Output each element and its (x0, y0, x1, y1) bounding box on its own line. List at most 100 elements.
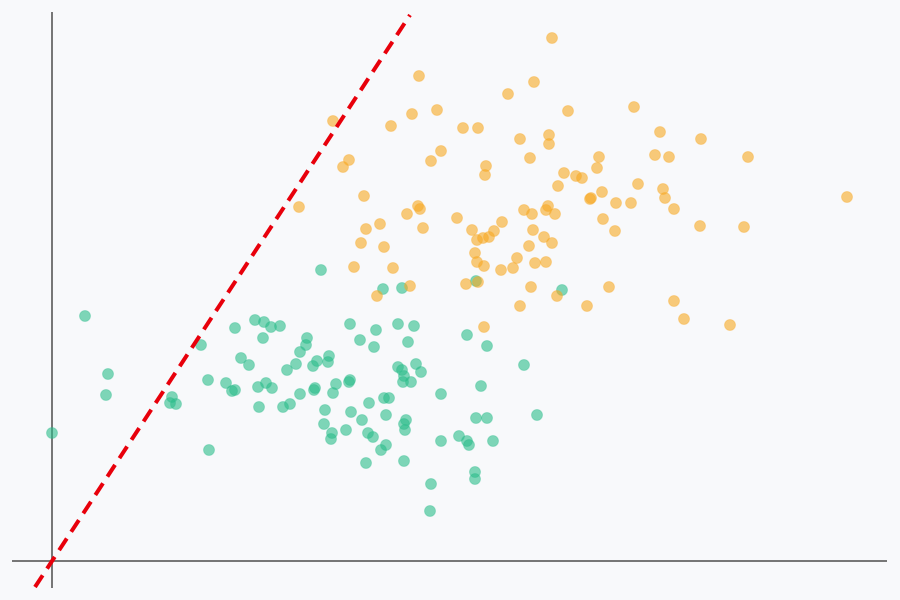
scatter-point (392, 318, 404, 330)
scatter-point (368, 341, 380, 353)
scatter-point (585, 192, 597, 204)
scatter-point (253, 401, 265, 413)
scatter-point (597, 213, 609, 225)
scatter-point (387, 262, 399, 274)
scatter-point (293, 201, 305, 213)
scatter-point (543, 138, 555, 150)
scatter-point (360, 223, 372, 235)
scatter-point (529, 257, 541, 269)
scatter-point (531, 409, 543, 421)
scatter-point (266, 382, 278, 394)
scatter-point (625, 197, 637, 209)
scatter-point (413, 70, 425, 82)
scatter-point (593, 151, 605, 163)
scatter-point (229, 384, 241, 396)
scatter-point (470, 412, 482, 424)
scatter-point (558, 167, 570, 179)
scatter-point (284, 398, 296, 410)
scatter-point (294, 388, 306, 400)
scatter-point (540, 256, 552, 268)
scatter-point (695, 133, 707, 145)
scatter-point (290, 358, 302, 370)
scatter-point (398, 418, 410, 430)
scatter-point (257, 332, 269, 344)
scatter-point (402, 336, 414, 348)
scatter-point (410, 358, 422, 370)
scatter-point (475, 380, 487, 392)
scatter-point (435, 435, 447, 447)
scatter-point (469, 473, 481, 485)
scatter-point (415, 366, 427, 378)
scatter-point (609, 225, 621, 237)
scatter-point (479, 169, 491, 181)
scatter-point (478, 321, 490, 333)
scatter-point (596, 186, 608, 198)
scatter-point (414, 203, 426, 215)
scatter-point (348, 261, 360, 273)
scatter-point (628, 101, 640, 113)
scatter-point (356, 414, 368, 426)
scatter-point (370, 324, 382, 336)
scatter-point (46, 427, 58, 439)
scatter-point (603, 281, 615, 293)
scatter-point (472, 276, 484, 288)
scatter-point (507, 262, 519, 274)
scatter-point (538, 231, 550, 243)
scatter-point (524, 152, 536, 164)
scatter-point (526, 208, 538, 220)
scatter-point (309, 382, 321, 394)
scatter-point (469, 247, 481, 259)
scatter-point (591, 162, 603, 174)
scatter-point (528, 76, 540, 88)
scatter-point (610, 197, 622, 209)
scatter-point (481, 340, 493, 352)
scatter-point (345, 406, 357, 418)
scatter-point (435, 388, 447, 400)
scatter-point (340, 424, 352, 436)
scatter-point (451, 212, 463, 224)
scatter-point (363, 397, 375, 409)
scatter-point (424, 505, 436, 517)
scatter-point (220, 377, 232, 389)
scatter-point (678, 313, 690, 325)
scatter-point (581, 300, 593, 312)
scatter-point (632, 178, 644, 190)
scatter-point (668, 203, 680, 215)
scatter-point (435, 145, 447, 157)
scatter-point (453, 430, 465, 442)
scatter-point (527, 224, 539, 236)
scatter-point (495, 264, 507, 276)
scatter-point (742, 151, 754, 163)
scatter-point (738, 221, 750, 233)
scatter-point (457, 122, 469, 134)
scatter-point (405, 376, 417, 388)
scatter-point (654, 126, 666, 138)
scatter-point (301, 332, 313, 344)
scatter-point (694, 220, 706, 232)
scatter-point (79, 310, 91, 322)
scatter-point (374, 218, 386, 230)
scatter-point (319, 404, 331, 416)
scatter-point (511, 252, 523, 264)
scatter-point (425, 478, 437, 490)
scatter-point (406, 108, 418, 120)
scatter-point (466, 224, 478, 236)
scatter-point (229, 322, 241, 334)
scatter-point (562, 105, 574, 117)
scatter-point (659, 192, 671, 204)
scatter-point (398, 455, 410, 467)
scatter-point (354, 334, 366, 346)
scatter-point (724, 319, 736, 331)
scatter-point (355, 237, 367, 249)
scatter-point (235, 352, 247, 364)
scatter-point (463, 439, 475, 451)
scatter-point (274, 320, 286, 332)
scatter-point (502, 88, 514, 100)
scatter-point (546, 237, 558, 249)
scatter-point (404, 280, 416, 292)
scatter-point (514, 300, 526, 312)
scatter-point (841, 191, 853, 203)
scatter-point (358, 190, 370, 202)
